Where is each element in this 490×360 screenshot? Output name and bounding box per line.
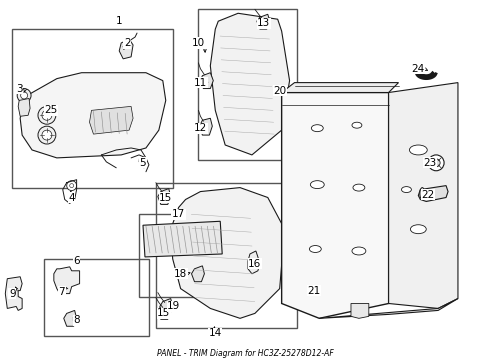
Text: 15: 15 <box>159 193 172 203</box>
Ellipse shape <box>310 181 324 189</box>
Polygon shape <box>5 277 22 310</box>
Polygon shape <box>158 189 171 204</box>
Circle shape <box>67 181 76 190</box>
Text: 11: 11 <box>194 78 207 87</box>
Polygon shape <box>160 298 172 314</box>
Text: 23: 23 <box>423 158 437 168</box>
Text: 20: 20 <box>273 86 286 95</box>
Polygon shape <box>389 82 458 309</box>
Polygon shape <box>319 298 458 318</box>
Bar <box>44 259 149 336</box>
Ellipse shape <box>353 184 365 191</box>
Circle shape <box>38 126 56 144</box>
Text: 7: 7 <box>58 287 65 297</box>
Circle shape <box>42 130 52 140</box>
Bar <box>12 29 172 188</box>
Circle shape <box>21 92 27 99</box>
Circle shape <box>38 106 56 124</box>
Polygon shape <box>64 310 76 326</box>
Polygon shape <box>158 303 171 319</box>
Text: 18: 18 <box>174 269 187 279</box>
Text: 9: 9 <box>9 289 16 298</box>
Bar <box>156 183 297 328</box>
Polygon shape <box>143 221 222 257</box>
Polygon shape <box>282 93 389 318</box>
Polygon shape <box>119 39 133 59</box>
Text: 13: 13 <box>257 18 270 28</box>
Text: 6: 6 <box>74 256 80 266</box>
Polygon shape <box>309 271 323 297</box>
Text: 1: 1 <box>116 16 122 26</box>
Ellipse shape <box>309 246 321 252</box>
Bar <box>198 9 297 160</box>
Polygon shape <box>257 14 270 29</box>
Polygon shape <box>20 73 166 158</box>
Ellipse shape <box>311 125 323 132</box>
Polygon shape <box>351 303 369 318</box>
Polygon shape <box>90 106 133 134</box>
Polygon shape <box>199 118 212 135</box>
Polygon shape <box>171 188 285 318</box>
Text: 22: 22 <box>421 189 435 199</box>
Ellipse shape <box>352 122 362 128</box>
Text: 3: 3 <box>16 84 23 94</box>
Polygon shape <box>210 13 290 155</box>
Text: 8: 8 <box>74 315 80 325</box>
Text: 15: 15 <box>157 309 171 318</box>
Circle shape <box>17 89 31 102</box>
Text: 24: 24 <box>412 64 425 74</box>
Text: PANEL - TRIM Diagram for HC3Z-25278D12-AF: PANEL - TRIM Diagram for HC3Z-25278D12-A… <box>157 348 333 357</box>
Polygon shape <box>200 73 213 89</box>
Circle shape <box>428 155 444 171</box>
Text: 21: 21 <box>308 285 321 296</box>
Ellipse shape <box>410 145 427 155</box>
Circle shape <box>432 159 440 167</box>
Ellipse shape <box>411 225 426 234</box>
Text: 2: 2 <box>124 38 130 48</box>
Ellipse shape <box>352 247 366 255</box>
Text: 5: 5 <box>140 158 147 168</box>
Text: 17: 17 <box>172 210 185 219</box>
Polygon shape <box>248 251 260 274</box>
Text: 25: 25 <box>44 105 57 115</box>
Circle shape <box>42 111 52 120</box>
Text: 16: 16 <box>248 259 262 269</box>
Polygon shape <box>192 266 204 282</box>
Polygon shape <box>418 186 448 202</box>
Polygon shape <box>54 267 79 294</box>
Polygon shape <box>18 98 30 116</box>
Text: 19: 19 <box>167 301 180 311</box>
Bar <box>139 214 228 297</box>
Polygon shape <box>282 82 398 93</box>
Ellipse shape <box>420 188 425 199</box>
Text: 12: 12 <box>194 123 207 133</box>
Text: 4: 4 <box>68 193 75 203</box>
Circle shape <box>70 184 74 188</box>
Ellipse shape <box>401 186 412 193</box>
Text: 14: 14 <box>209 328 222 338</box>
Text: 10: 10 <box>192 38 205 48</box>
